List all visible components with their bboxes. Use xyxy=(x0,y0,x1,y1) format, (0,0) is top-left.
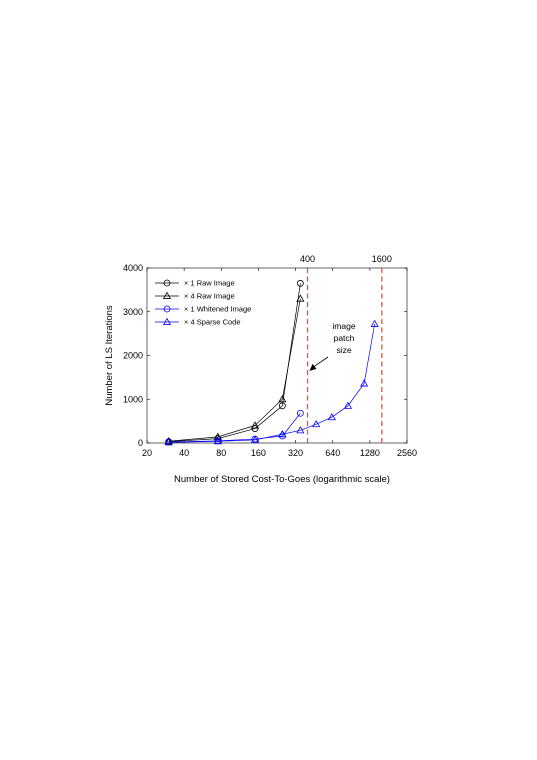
y-axis-ticks: 0 1000 2000 3000 4000 xyxy=(123,263,407,448)
legend-marker xyxy=(162,317,172,325)
data-point xyxy=(278,395,287,403)
y-tick-label: 2000 xyxy=(123,351,143,361)
annotation-line: image xyxy=(332,321,355,331)
data-point xyxy=(296,294,305,302)
y-axis-label: Number of LS Iterations xyxy=(104,305,115,406)
data-point xyxy=(360,379,369,387)
series-2 xyxy=(164,294,305,445)
annotation: image patch size xyxy=(309,321,356,371)
x-tick-label: 1280 xyxy=(360,448,380,458)
series-4 xyxy=(164,319,379,446)
data-point xyxy=(370,319,379,327)
data-point xyxy=(278,402,286,410)
legend-label: × 1 Whitened Image xyxy=(184,305,251,314)
x-axis-label: Number of Stored Cost-To-Goes (logarithm… xyxy=(174,474,390,485)
y-tick-label: 0 xyxy=(138,438,143,448)
data-point xyxy=(164,438,173,446)
x-tick-label: 20 xyxy=(142,448,152,458)
legend-label: × 4 Sparse Code xyxy=(184,318,241,327)
x-tick-label: 2560 xyxy=(397,448,417,458)
series-line xyxy=(168,323,376,443)
data-point xyxy=(164,437,173,445)
x-axis-ticks: 20 40 80 160 320 640 1280 2560 xyxy=(142,268,417,458)
legend-marker xyxy=(162,291,172,299)
data-point xyxy=(343,401,353,409)
data-point xyxy=(213,437,222,445)
legend-label: × 4 Raw Image xyxy=(184,292,235,301)
y-tick-label: 3000 xyxy=(123,307,143,317)
annotation-arrow-shaft xyxy=(313,356,329,368)
annotation-line: size xyxy=(336,345,351,355)
y-tick-label: 1000 xyxy=(123,394,143,404)
x-tick-label: 320 xyxy=(288,448,303,458)
data-point xyxy=(312,419,321,428)
annotation-arrow-head xyxy=(309,363,317,371)
reference-line-label: 1600 xyxy=(372,254,392,264)
data-point xyxy=(327,412,336,421)
x-tick-label: 640 xyxy=(325,448,340,458)
series-line xyxy=(168,298,301,442)
data-point xyxy=(250,421,260,429)
series-line xyxy=(168,413,301,443)
legend-marker xyxy=(163,279,171,287)
data-point xyxy=(296,409,304,417)
annotation-line: patch xyxy=(334,333,355,343)
data-point xyxy=(296,279,304,287)
data-point xyxy=(296,426,305,434)
x-tick-label: 40 xyxy=(179,448,189,458)
data-point xyxy=(278,430,287,438)
y-tick-label: 4000 xyxy=(123,263,143,273)
data-point xyxy=(213,432,222,440)
legend: × 1 Raw Image × 4 Raw Image × 1 Whitened I… xyxy=(150,271,258,327)
legend-marker xyxy=(163,305,171,313)
reference-line-label: 400 xyxy=(300,254,315,264)
x-tick-label: 160 xyxy=(251,448,266,458)
x-tick-label: 80 xyxy=(216,448,226,458)
plot-layer: 20 40 80 160 320 640 1280 2560 0 1000 2000 3000 4000… xyxy=(104,254,417,485)
data-point xyxy=(250,435,260,443)
legend-label: × 1 Raw Image xyxy=(184,279,235,288)
